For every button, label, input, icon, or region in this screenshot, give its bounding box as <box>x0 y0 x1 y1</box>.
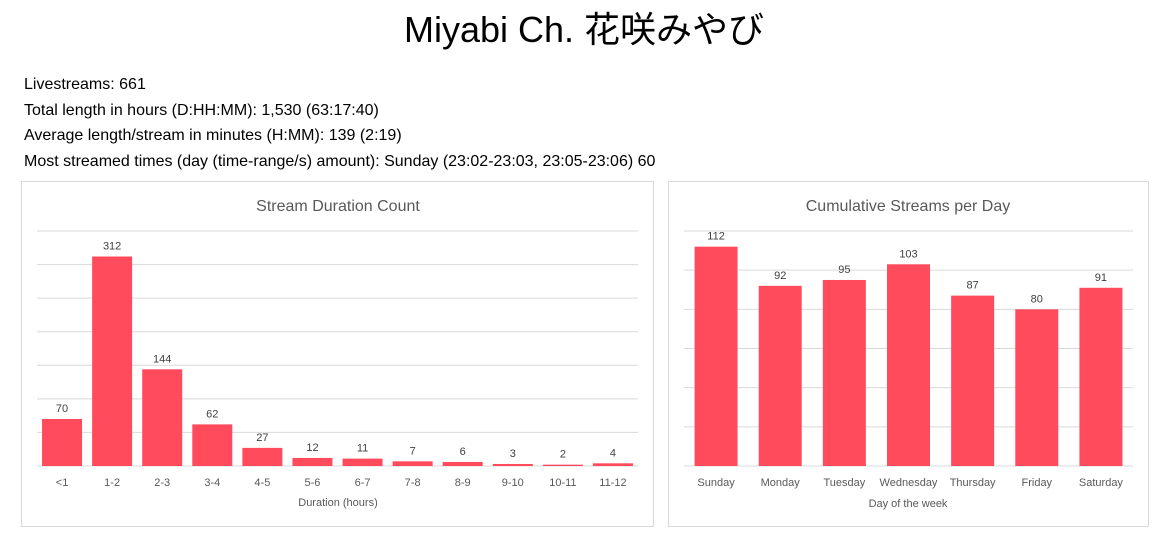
x-tick-label: 10-11 <box>549 477 576 489</box>
bar <box>442 461 483 466</box>
bar <box>42 419 83 466</box>
data-label: 144 <box>153 353 171 365</box>
data-label: 312 <box>103 241 121 253</box>
data-label: 92 <box>774 270 786 282</box>
x-tick-label: 1-2 <box>104 477 120 489</box>
x-tick-label: Friday <box>1022 477 1053 489</box>
bar <box>192 424 233 466</box>
page-title: Miyabi Ch. 花咲みやび <box>403 9 765 50</box>
x-tick-label: Sunday <box>697 477 735 489</box>
data-label: 3 <box>510 448 516 460</box>
bar <box>951 295 995 466</box>
bar <box>758 285 802 466</box>
chart-title: Stream Duration Count <box>256 198 420 215</box>
data-label: 87 <box>967 280 979 292</box>
data-label: 91 <box>1095 272 1107 284</box>
bar <box>542 464 583 466</box>
bar <box>887 264 930 466</box>
bar <box>1015 309 1059 466</box>
chart-title: Cumulative Streams per Day <box>806 198 1011 215</box>
bar <box>342 458 383 466</box>
data-label: 7 <box>410 445 416 457</box>
x-axis-title: Day of the week <box>869 498 948 510</box>
x-tick-label: Tuesday <box>823 477 865 489</box>
stat-livestreams: Livestreams: 661 <box>24 76 146 93</box>
data-label: 112 <box>707 231 725 243</box>
bar <box>592 463 633 466</box>
bar <box>92 256 133 466</box>
x-tick-label: 11-12 <box>599 477 626 489</box>
bar <box>142 369 183 466</box>
x-axis-title: Duration (hours) <box>298 497 377 509</box>
bar <box>694 246 738 466</box>
duration-chart-panel: Stream Duration Count 70 312 144 62 27 12 11 7 6… <box>21 181 654 527</box>
day-chart-panel: Cumulative Streams per Day 112 92 95 103 87 8… <box>668 181 1149 527</box>
bar <box>292 457 333 466</box>
x-tick-label: <1 <box>56 477 69 489</box>
bar <box>242 447 283 466</box>
x-tick-label: Monday <box>761 477 801 489</box>
data-label: 6 <box>460 446 466 458</box>
bar <box>1079 287 1123 466</box>
data-label: 80 <box>1031 293 1043 305</box>
x-tick-label: 7-8 <box>405 477 421 489</box>
data-label: 2 <box>560 449 566 461</box>
stats-block: Livestreams: 661 Total length in hours (… <box>24 72 655 174</box>
data-label: 27 <box>256 432 268 444</box>
x-tick-label: 2-3 <box>154 477 170 489</box>
day-chart: Cumulative Streams per Day 112 92 95 103 87 8… <box>684 198 1133 510</box>
bar <box>492 463 533 466</box>
x-tick-label: Thursday <box>950 477 996 489</box>
bar <box>392 461 433 466</box>
x-tick-label: 4-5 <box>254 477 270 489</box>
data-label: 12 <box>306 442 318 454</box>
data-label: 11 <box>357 443 368 455</box>
data-label: 70 <box>56 403 68 415</box>
x-tick-label: 5-6 <box>305 477 321 489</box>
data-label: 4 <box>610 447 616 459</box>
x-tick-label: Saturday <box>1079 477 1124 489</box>
data-label: 95 <box>838 264 850 276</box>
data-label: 62 <box>206 408 218 420</box>
x-tick-label: 8-9 <box>455 477 471 489</box>
x-tick-label: 9-10 <box>502 477 524 489</box>
stat-most-streamed-times: Most streamed times (day (time-range/s) … <box>24 152 656 170</box>
data-label: 103 <box>899 248 917 260</box>
bar <box>822 279 866 466</box>
stat-average-length: Average length/stream in minutes (H:MM):… <box>24 127 402 144</box>
x-tick-label: 6-7 <box>355 477 371 489</box>
x-tick-label: Wednesday <box>880 477 938 489</box>
x-tick-label: 3-4 <box>204 477 220 489</box>
stat-total-length: Total length in hours (D:HH:MM): 1,530 (… <box>24 101 379 119</box>
